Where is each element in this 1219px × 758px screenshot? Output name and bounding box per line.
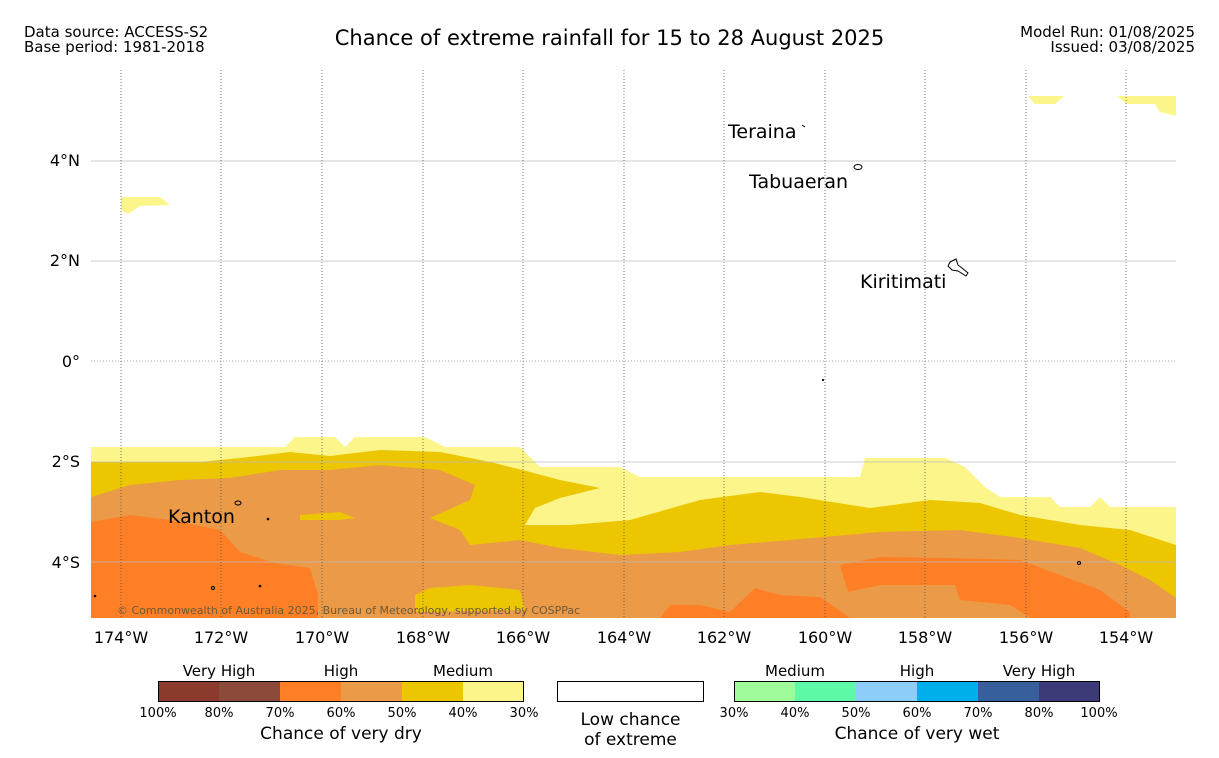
patch-north-west <box>121 197 170 214</box>
tabuaeran-island-shape <box>853 164 863 170</box>
legend-wet-caption: Chance of very wet <box>834 724 1000 744</box>
legend-dry-tick-30: 30% <box>509 706 539 721</box>
patch-north-east-2 <box>1117 96 1176 116</box>
legend-low-caption-line1: Low chance <box>580 710 681 730</box>
small-island-shape-6 <box>93 594 97 598</box>
legend-wet-swatch-70-80 <box>978 681 1039 702</box>
legend-low-swatch <box>557 681 704 702</box>
legend-dry-swatch-60-50 <box>341 681 402 702</box>
legend-dry-swatch-40-30 <box>463 681 524 702</box>
legend-dry-swatch-70-60 <box>280 681 341 702</box>
place-label-kanton: Kanton <box>168 506 235 528</box>
lon-label-160w: 160°W <box>797 628 853 647</box>
small-island-shape-1 <box>266 517 270 521</box>
lon-label-162w: 162°W <box>696 628 752 647</box>
lon-label-166w: 166°W <box>495 628 551 647</box>
rainfall-map <box>91 70 1176 618</box>
legend-dry-tier-very-high: Very High <box>182 662 256 680</box>
lat-label-2n: 2°N <box>49 251 80 270</box>
lon-label-172w: 172°W <box>193 628 249 647</box>
lon-label-170w: 170°W <box>294 628 350 647</box>
legend-wet-tick-70: 70% <box>963 706 993 721</box>
small-island-shape-2 <box>211 586 215 590</box>
legend-wet-swatch-50-60 <box>856 681 917 702</box>
small-island-shape-5 <box>821 378 825 382</box>
copyright-text: © Commonwealth of Australia 2025, Bureau… <box>117 604 581 617</box>
place-label-teraina: Teraina <box>728 121 797 143</box>
model-run-text: Model Run: 01/08/2025 <box>1020 23 1195 41</box>
patch-north-east-1 <box>1028 96 1064 104</box>
band-high-west <box>91 515 318 618</box>
legend-dry-tick-100: 100% <box>139 706 177 721</box>
lat-label-4s: 4°S <box>51 553 80 572</box>
legend-wet-border <box>734 681 1100 702</box>
legend-wet-swatch-60-70 <box>917 681 978 702</box>
lon-label-164w: 164°W <box>596 628 652 647</box>
place-label-kiritimati: Kiritimati <box>860 271 947 293</box>
legend-dry-caption: Chance of very dry <box>260 724 422 744</box>
place-label-tabuaeran: Tabuaeran <box>749 171 849 193</box>
legend-dry-tick-50: 50% <box>387 706 417 721</box>
legend-dry-swatch-50-40 <box>402 681 463 702</box>
legend-wet-swatch-80-100 <box>1039 681 1100 702</box>
legend-wet-swatch-30-40 <box>734 681 795 702</box>
legend-wet-tick-50: 50% <box>841 706 871 721</box>
legend-dry-tier-high: High <box>323 662 359 680</box>
small-island-shape-3 <box>258 584 262 588</box>
lon-label-174w: 174°W <box>93 628 149 647</box>
lat-label-2s: 2°S <box>51 452 80 471</box>
legend-wet-swatch-40-50 <box>795 681 856 702</box>
legend-dry-tick-70: 70% <box>265 706 295 721</box>
legend-dry-border <box>158 681 524 702</box>
legend-wet-tick-60: 60% <box>902 706 932 721</box>
page-title: Chance of extreme rainfall for 15 to 28 … <box>334 26 885 50</box>
band-medium-island-2 <box>415 585 525 612</box>
lon-label-158w: 158°W <box>897 628 953 647</box>
legend-wet-tier-high: High <box>899 662 935 680</box>
legend-wet-tick-100: 100% <box>1080 706 1118 721</box>
lat-label-0: 0° <box>61 352 80 371</box>
lon-label-156w: 156°W <box>998 628 1054 647</box>
band-high-south <box>660 588 850 618</box>
legend-low-caption-line2: of extreme <box>584 730 677 750</box>
latitude-gridlines <box>91 160 1176 563</box>
band-medium-island <box>300 512 355 520</box>
legend-wet-tier-very-high: Very High <box>1002 662 1076 680</box>
legend-dry-tick-60: 60% <box>326 706 356 721</box>
legend-dry-swatch-80-70 <box>219 681 280 702</box>
issued-text: Issued: 03/08/2025 <box>1050 38 1195 56</box>
legend-wet-tick-40: 40% <box>780 706 810 721</box>
data-source-text: Data source: ACCESS-S2 <box>24 23 209 41</box>
band-high-east <box>840 557 1130 618</box>
legend-wet-tier-medium: Medium <box>765 662 825 680</box>
legend-dry-tick-40: 40% <box>448 706 478 721</box>
lat-label-4n: 4°N <box>49 151 80 170</box>
legend-dry-tick-80: 80% <box>204 706 234 721</box>
kanton-island-shape <box>234 500 242 506</box>
teraina-island-shape <box>801 124 806 128</box>
legend-wet-tick-30: 30% <box>719 706 749 721</box>
legend-wet-tick-80: 80% <box>1024 706 1054 721</box>
small-island-shape-4 <box>1077 561 1081 565</box>
lon-label-168w: 168°W <box>395 628 451 647</box>
kiritimati-island-shape <box>947 258 969 277</box>
legend-dry-swatch-100-80 <box>158 681 219 702</box>
legend-dry-tier-medium: Medium <box>433 662 493 680</box>
lon-label-154w: 154°W <box>1098 628 1154 647</box>
base-period-text: Base period: 1981-2018 <box>24 38 205 56</box>
longitude-gridlines <box>120 70 1127 618</box>
